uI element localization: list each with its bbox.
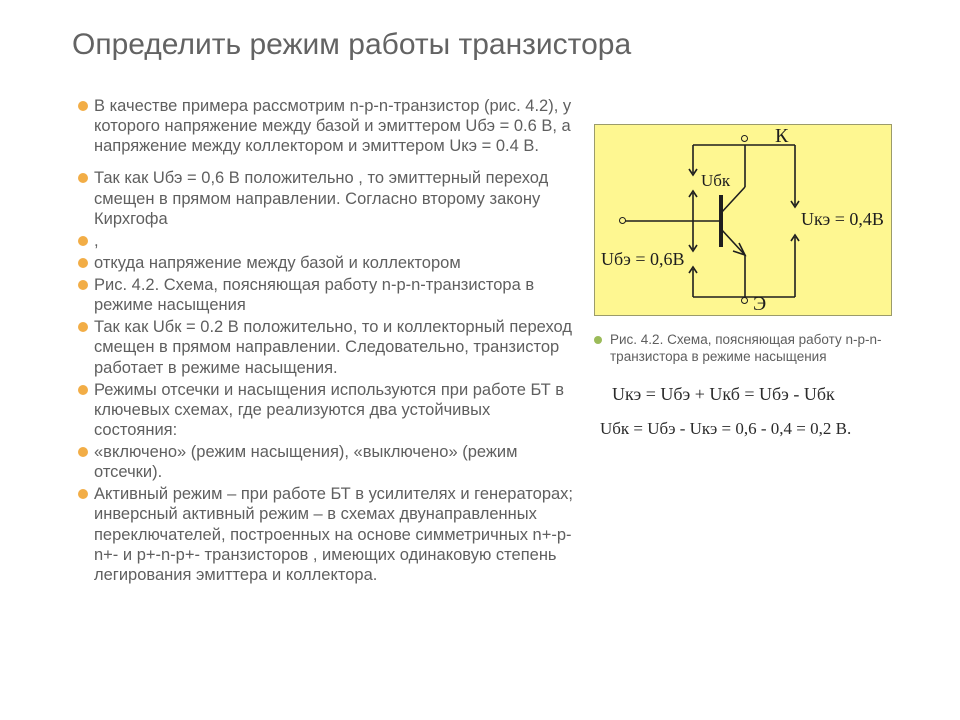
transistor-diagram: К Э Uбк Uбэ = 0,6В Uкэ = 0,4В (594, 124, 892, 316)
para-1: В качестве примера рассмотрим n-p-n-тран… (42, 96, 578, 156)
bullet-icon (78, 280, 88, 290)
para-8: «включено» (режим насыщения), «выключено… (42, 442, 578, 482)
bullet-icon (78, 236, 88, 246)
para-5: Рис. 4.2. Схема, поясняющая работу n-p-n… (42, 275, 578, 315)
bullet-icon (78, 322, 88, 332)
left-column: В качестве примера рассмотрим n-p-n-тран… (42, 96, 578, 587)
bullet-icon (78, 173, 88, 183)
content-columns: В качестве примера рассмотрим n-p-n-тран… (42, 96, 918, 587)
page-title: Определить режим работы транзистора (72, 28, 918, 62)
figure-caption: Рис. 4.2. Схема, поясняющая работу n-p-n… (594, 332, 904, 366)
para-text: Режимы отсечки и насыщения используются … (94, 380, 578, 440)
bullet-icon (78, 101, 88, 111)
para-text: Рис. 4.2. Схема, поясняющая работу n-p-n… (94, 275, 578, 315)
label-ubk: Uбк (701, 171, 730, 191)
bullet-icon (78, 447, 88, 457)
para-4: откуда напряжение между базой и коллекто… (42, 253, 578, 273)
bullet-icon (78, 385, 88, 395)
right-column: К Э Uбк Uбэ = 0,6В Uкэ = 0,4В Рис. 4.2. … (594, 96, 904, 587)
para-text: «включено» (режим насыщения), «выключено… (94, 442, 578, 482)
bullet-icon (594, 336, 602, 344)
label-k: К (775, 125, 788, 148)
equation-2: Uбк = Uбэ - Uкэ = 0,6 - 0,4 = 0,2 В. (600, 419, 904, 439)
bullet-icon (78, 489, 88, 499)
para-2: Так как Uбэ = 0,6 В положительно , то эм… (42, 168, 578, 228)
terminal-base (619, 217, 626, 224)
para-9: Активный режим – при работе БТ в усилите… (42, 484, 578, 585)
para-6: Так как Uбк = 0.2 В положительно, то и к… (42, 317, 578, 377)
para-text: откуда напряжение между базой и коллекто… (94, 253, 578, 273)
para-text: В качестве примера рассмотрим n-p-n-тран… (94, 96, 578, 156)
para-text: Так как Uбк = 0.2 В положительно, то и к… (94, 317, 578, 377)
para-text: Активный режим – при работе БТ в усилите… (94, 484, 578, 585)
equation-1: Uкэ = Uбэ + Uкб = Uбэ - Uбк (612, 384, 904, 405)
caption-text: Рис. 4.2. Схема, поясняющая работу n-p-n… (610, 332, 904, 366)
para-text: Так как Uбэ = 0,6 В положительно , то эм… (94, 168, 578, 228)
para-3: , (42, 231, 578, 251)
label-uke: Uкэ = 0,4В (801, 209, 884, 230)
label-ube: Uбэ = 0,6В (601, 249, 685, 270)
para-text: , (94, 231, 578, 251)
para-7: Режимы отсечки и насыщения используются … (42, 380, 578, 440)
bullet-icon (78, 258, 88, 268)
label-e: Э (753, 293, 766, 316)
terminal-emitter (741, 297, 748, 304)
terminal-collector (741, 135, 748, 142)
